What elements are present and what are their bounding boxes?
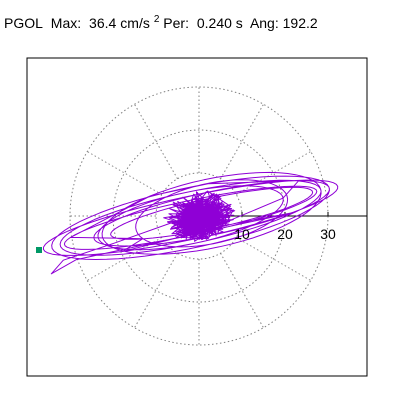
peak-marker xyxy=(36,247,42,253)
grid-spoke xyxy=(134,252,178,328)
period-value: 0.240 s xyxy=(196,14,243,31)
grid-spoke xyxy=(220,252,264,328)
radial-tick-labels: 10 20 30 xyxy=(234,226,336,242)
grid-spoke xyxy=(87,151,163,195)
grid-spoke xyxy=(134,104,178,180)
max-unit: cm/s xyxy=(120,14,150,31)
motion-trace-path xyxy=(42,171,339,275)
station-code: PGOL xyxy=(4,14,43,31)
max-value: 36.4 xyxy=(89,14,117,31)
plot-frame xyxy=(26,57,368,377)
period-label: Per: xyxy=(163,14,189,31)
radial-tick-label: 10 xyxy=(234,226,250,242)
max-unit-exponent: 2 xyxy=(153,14,160,25)
angle-label: Ang: 192.2 xyxy=(249,14,318,31)
plot-header: PGOL Max: 36.4 cm/s 2 Per: 0.240 s Ang: 19… xyxy=(4,14,322,31)
max-label: Max: xyxy=(50,14,82,31)
grid-spoke xyxy=(220,104,264,180)
radial-tick-label: 20 xyxy=(277,226,293,242)
radial-tick-label: 30 xyxy=(320,226,336,242)
motion-trace xyxy=(42,171,339,275)
